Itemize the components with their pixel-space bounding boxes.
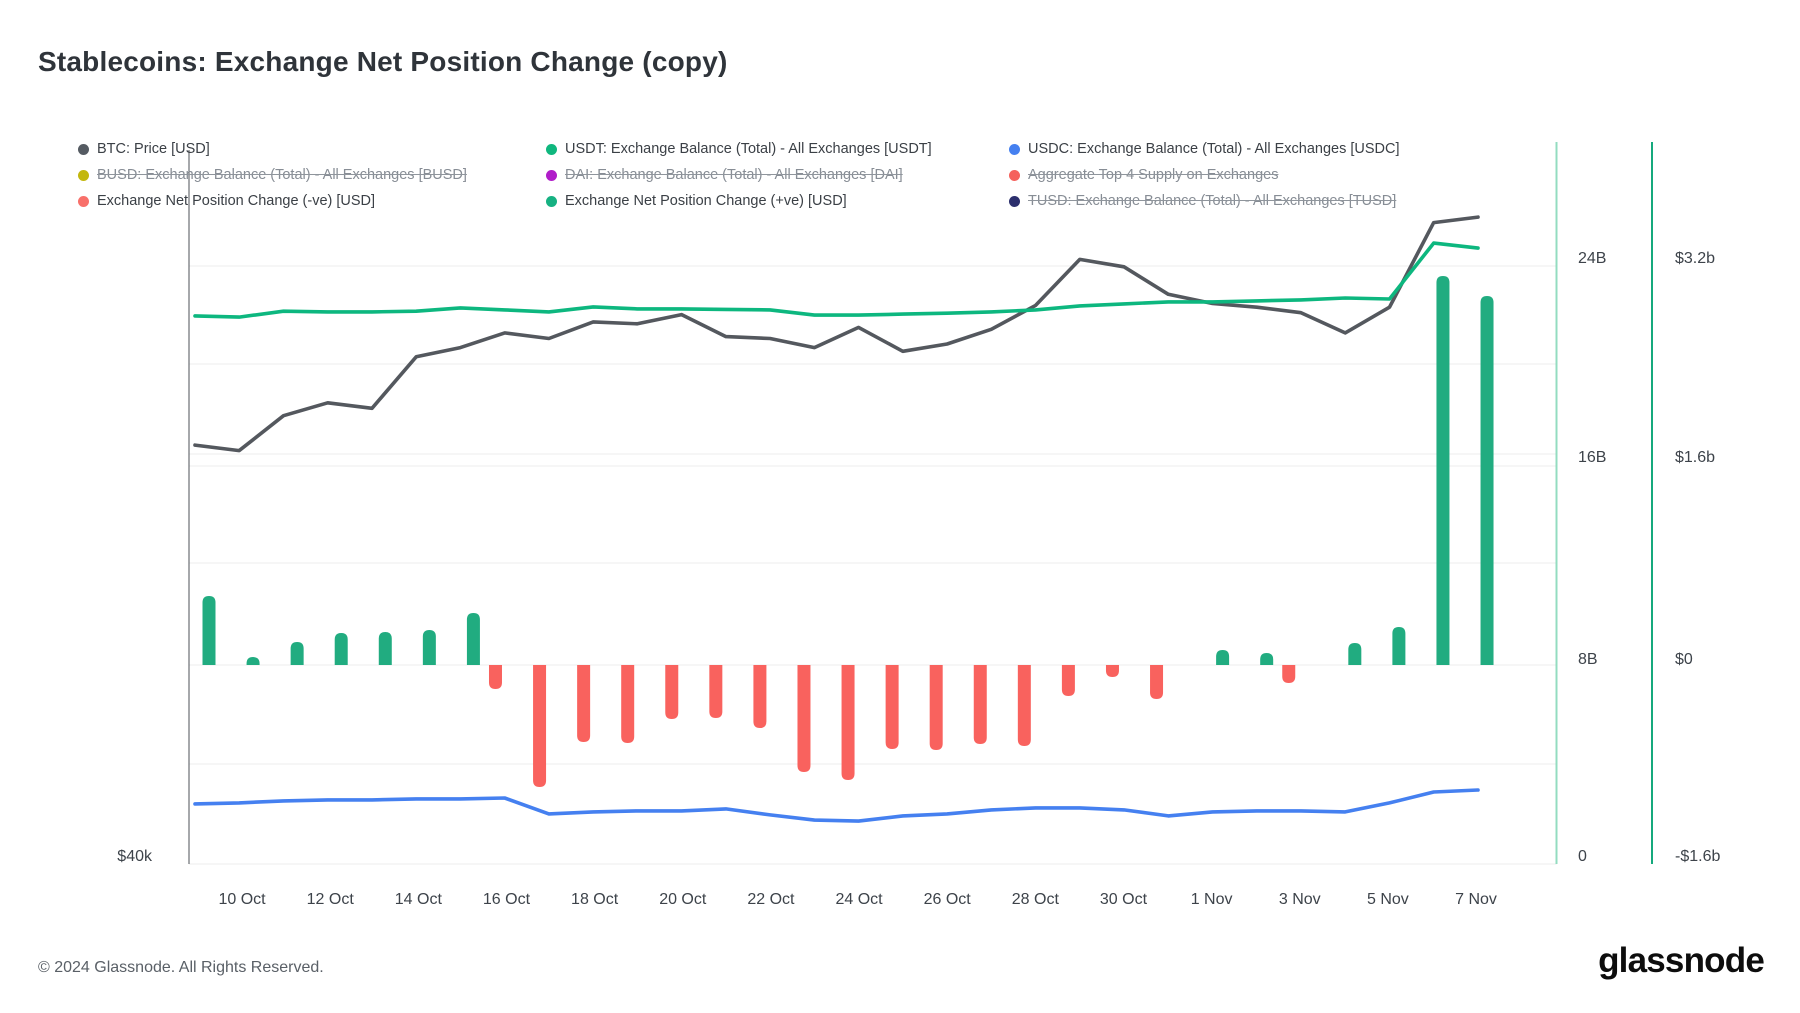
net-position-negative-bar [621,665,635,743]
right-net-tick-label: -$1.6b [1675,848,1720,865]
x-axis-tick-label: 3 Nov [1279,891,1321,908]
x-axis-tick-label: 18 Oct [571,891,619,908]
legend-item-label: USDC: Exchange Balance (Total) - All Exc… [1028,141,1400,157]
net-position-positive-bar [290,641,304,665]
net-position-negative-bar [885,665,899,749]
page-title: Stablecoins: Exchange Net Position Chang… [38,46,728,77]
x-axis-tick-label: 24 Oct [835,891,883,908]
net-position-negative-bar [709,665,723,718]
legend-item-usdc-balance[interactable]: USDC: Exchange Balance (Total) - All Exc… [1009,136,1400,162]
btc-price-dot [78,143,89,155]
net-position-negative-bar [1105,665,1119,677]
legend-item-label: TUSD: Exchange Balance (Total) - All Exc… [1028,193,1397,209]
net-position-positive-bar [1216,649,1230,665]
legend-item-label: BTC: Price [USD] [97,141,210,157]
net-position-negative-bar [577,665,591,742]
x-axis-tick-label: 14 Oct [395,891,443,908]
net-position-positive-bar [1348,642,1362,665]
legend-item-btc-price[interactable]: BTC: Price [USD] [78,136,546,162]
net-position-negative-bar [1282,665,1296,684]
busd-balance-dot [78,169,89,181]
net-position-positive-bar [202,595,216,665]
net-position-negative-dot [78,195,89,207]
legend-item-label: USDT: Exchange Balance (Total) - All Exc… [565,141,932,157]
net-position-negative-bar [929,665,943,750]
net-position-negative-bar [665,665,679,719]
x-axis-tick-label: 5 Nov [1367,891,1409,908]
net-position-negative-bar [753,665,767,729]
legend-item-tusd-balance[interactable]: TUSD: Exchange Balance (Total) - All Exc… [1009,188,1400,214]
x-axis-tick-label: 10 Oct [218,891,266,908]
net-position-negative-bar [1150,665,1164,699]
legend-item-net-position-positive[interactable]: Exchange Net Position Change (+ve) [USD] [546,188,1009,214]
right-balance-tick-label: 16B [1578,449,1606,466]
aggregate-top4-supply-dot [1009,169,1020,181]
legend-item-label: Aggregate Top 4 Supply on Exchanges [1028,167,1279,183]
net-position-positive-bar [334,633,348,665]
usdc-balance-dot [1009,143,1020,155]
legend-item-usdt-balance[interactable]: USDT: Exchange Balance (Total) - All Exc… [546,136,1009,162]
net-position-negative-bar [488,665,502,690]
net-position-negative-bar [533,665,547,788]
x-axis-tick-label: 1 Nov [1191,891,1233,908]
tusd-balance-dot [1009,195,1020,207]
x-axis-tick-label: 20 Oct [659,891,707,908]
right-net-tick-label: $1.6b [1675,449,1715,466]
right-balance-tick-label: 8B [1578,651,1598,668]
x-axis-tick-label: 22 Oct [747,891,795,908]
legend-item-label: Exchange Net Position Change (+ve) [USD] [565,193,847,209]
legend-item-busd-balance[interactable]: BUSD: Exchange Balance (Total) - All Exc… [78,162,546,188]
right-net-tick-label: $0 [1675,651,1693,668]
right-net-tick-label: $3.2b [1675,250,1715,267]
right-balance-tick-label: 0 [1578,848,1587,865]
left-price-tick-label: $40k [117,848,153,865]
btc-price-line [193,215,1480,453]
usdc-balance-line [193,788,1480,823]
net-position-positive-bar [422,630,436,665]
usdt-balance-line [193,241,1480,319]
right-balance-tick-label: 24B [1578,250,1606,267]
net-position-negative-bar [973,665,987,744]
x-axis-tick-label: 12 Oct [307,891,355,908]
x-axis-tick-label: 28 Oct [1012,891,1060,908]
net-position-positive-bar [246,657,260,665]
net-position-positive-bar [1392,626,1406,665]
dai-balance-dot [546,169,557,181]
usdt-balance-dot [546,143,557,155]
net-position-negative-bar [841,665,855,781]
legend-item-label: DAI: Exchange Balance (Total) - All Exch… [565,167,903,183]
net-position-negative-bar [1017,665,1031,746]
legend-item-net-position-negative[interactable]: Exchange Net Position Change (-ve) [USD] [78,188,546,214]
net-position-positive-bar [378,632,392,665]
x-axis-tick-label: 7 Nov [1455,891,1497,908]
x-axis-tick-label: 26 Oct [924,891,972,908]
net-position-positive-dot [546,195,557,207]
x-axis-tick-label: 16 Oct [483,891,531,908]
net-position-positive-bar [1480,295,1494,665]
net-position-positive-bar [466,613,480,665]
glassnode-logo: glassnode [1598,941,1765,980]
footer-copyright: © 2024 Glassnode. All Rights Reserved. [38,959,324,976]
chart-legend: BTC: Price [USD] USDT: Exchange Balance (… [78,136,1400,214]
x-axis-tick-label: 30 Oct [1100,891,1148,908]
legend-item-label: Exchange Net Position Change (-ve) [USD] [97,193,376,209]
net-position-negative-bar [1061,665,1075,696]
net-position-positive-bar [1260,653,1274,665]
legend-item-label: BUSD: Exchange Balance (Total) - All Exc… [97,167,467,183]
net-position-positive-bar [1436,275,1450,665]
legend-item-aggregate-top4-supply[interactable]: Aggregate Top 4 Supply on Exchanges [1009,162,1400,188]
legend-item-dai-balance[interactable]: DAI: Exchange Balance (Total) - All Exch… [546,162,1009,188]
net-position-negative-bar [797,665,811,772]
